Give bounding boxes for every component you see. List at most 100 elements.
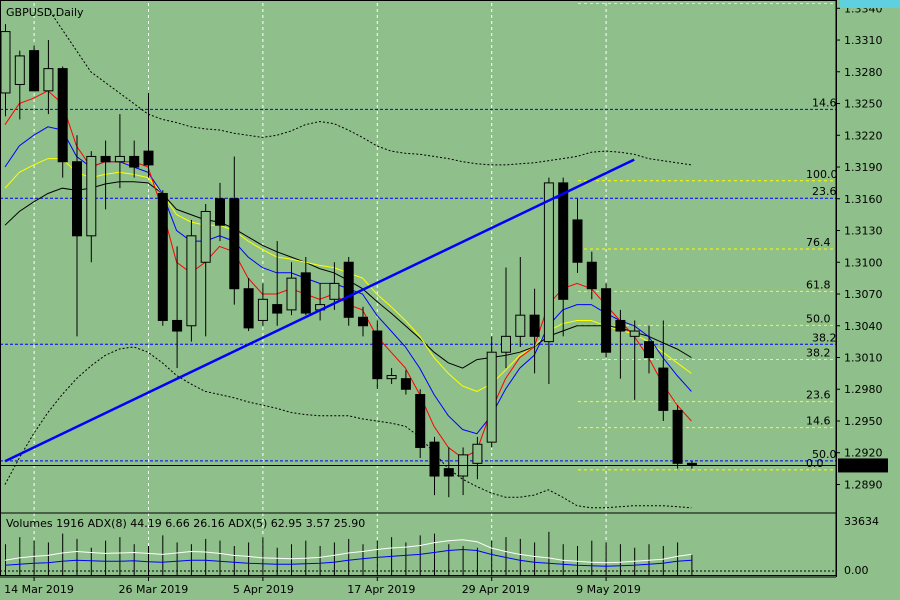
candle[interactable] [529, 288, 540, 374]
candle[interactable] [257, 283, 268, 326]
yellow-level-label: 76.4 [806, 236, 831, 249]
volume-zero-label: 0.00 [844, 564, 869, 577]
candle[interactable] [501, 267, 511, 369]
candle-body-bull [486, 351, 497, 443]
candle[interactable] [29, 45, 40, 92]
candle[interactable] [143, 92, 154, 178]
candle-body-bear [343, 261, 354, 318]
candle-body-bull [472, 443, 483, 464]
candle-body-bear [129, 155, 140, 168]
candle[interactable] [572, 198, 583, 273]
candle-body-bear [372, 330, 383, 380]
volume-max-label: 33634 [844, 515, 879, 528]
candle-body-bull [629, 330, 640, 337]
candle[interactable] [43, 40, 54, 115]
candle-body-bear [57, 68, 68, 163]
candle[interactable] [243, 278, 254, 332]
candle-body-bear [572, 219, 583, 263]
candle-body-bear [672, 409, 683, 464]
candle[interactable] [672, 405, 683, 469]
candle-body-bear [644, 341, 654, 359]
candle[interactable] [629, 320, 640, 400]
candle-body-bull [14, 55, 25, 85]
candle[interactable] [429, 436, 440, 496]
candle-body-bear [157, 192, 168, 321]
candle[interactable] [558, 177, 569, 337]
x-tick-label: 14 Mar 2019 [4, 583, 74, 596]
candle[interactable] [129, 140, 140, 178]
candle-body-bull [329, 282, 340, 300]
yellow-level-label: 61.8 [806, 278, 831, 291]
fibonacci-levels: 14.6 23.6 38.2 50.0 161.8 100.0 76.4 61.8 50.0 38… [0, 0, 838, 471]
candle-body-bear [415, 394, 426, 448]
candle[interactable] [343, 256, 354, 326]
y-tick-label: 1.2950 [844, 415, 883, 428]
candle[interactable] [658, 320, 669, 421]
y-tick-label: 1.3190 [844, 161, 883, 174]
candle[interactable] [200, 204, 211, 337]
y-tick-label: 1.2920 [844, 447, 883, 460]
candle[interactable] [114, 114, 125, 189]
blue-level-label: 38.2 [812, 331, 837, 344]
candle[interactable] [358, 306, 368, 337]
candle[interactable] [615, 309, 626, 379]
candle-body-bear [300, 272, 311, 314]
candle[interactable] [372, 320, 383, 390]
candle[interactable] [100, 140, 111, 210]
yellow-level-label: 38.2 [806, 347, 831, 360]
candle-body-bear [400, 378, 411, 390]
candle[interactable] [57, 66, 68, 178]
candle-body-bear [558, 182, 569, 300]
candle[interactable] [229, 156, 240, 305]
candle[interactable] [515, 256, 526, 347]
candle[interactable] [443, 447, 454, 498]
candle[interactable] [157, 190, 168, 326]
y-tick-label: 1.3010 [844, 352, 883, 365]
candle-body-bull [0, 31, 11, 94]
candle-body-bear [172, 319, 183, 332]
candle[interactable] [172, 246, 183, 369]
current-price-label: 1.2908 [842, 459, 881, 472]
trendline[interactable] [4, 158, 635, 463]
candle[interactable] [400, 370, 411, 395]
candle[interactable] [286, 262, 297, 316]
yellow-level-label: 50.0 [806, 312, 831, 325]
candle[interactable] [586, 251, 597, 300]
candle[interactable] [14, 50, 25, 120]
candle-body-bear [100, 155, 111, 163]
candle-body-bull [386, 374, 397, 380]
candle[interactable] [644, 325, 654, 374]
volume-indicator-label: Volumes 1916 ADX(8) 44.19 6.66 26.16 ADX… [6, 517, 365, 530]
candle[interactable] [300, 256, 311, 316]
candle[interactable] [415, 389, 426, 459]
candle[interactable] [86, 151, 97, 263]
adx-blue-line [4, 548, 692, 567]
candle[interactable] [272, 241, 283, 326]
blue-level-label: 23.6 [812, 185, 837, 198]
candle[interactable] [472, 436, 483, 480]
candle[interactable] [186, 219, 197, 342]
candle[interactable] [72, 135, 82, 337]
yellow-level-label: 100.0 [806, 168, 838, 181]
top-right-indicator [840, 0, 900, 8]
candle-body-bull [257, 298, 268, 321]
upper-band [47, 8, 692, 166]
candle-body-bear [215, 198, 225, 226]
y-tick-label: 1.3280 [844, 66, 883, 79]
current-price-box [838, 458, 888, 473]
candle[interactable] [601, 283, 612, 358]
candle-body-bear [658, 367, 669, 411]
trendline-layer[interactable] [4, 158, 635, 463]
candle-body-bull [86, 155, 97, 237]
symbol-label: GBPUSD,Daily [6, 6, 84, 19]
candle-body-bear [72, 161, 82, 237]
candle[interactable] [215, 182, 225, 242]
yellow-level-label: 161.8 [806, 0, 838, 4]
y-tick-label: 1.3070 [844, 288, 883, 301]
candle[interactable] [486, 336, 497, 448]
candle[interactable] [543, 177, 554, 384]
candle[interactable] [386, 368, 397, 384]
yellow-level-label: 14.6 [806, 415, 831, 428]
